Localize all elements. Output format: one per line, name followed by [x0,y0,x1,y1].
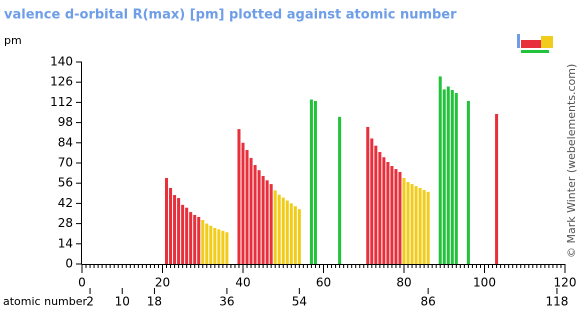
bar [209,225,213,264]
bar [173,195,177,264]
bar [193,214,197,264]
period-tick-label: 54 [292,295,307,309]
bar [213,227,217,264]
bar [495,113,499,264]
bar [277,194,281,264]
y-tick-label: 126 [50,75,73,89]
bar [289,203,293,264]
bar [309,99,313,264]
bar [410,184,414,264]
bar [454,93,458,265]
x-tick-label: 60 [316,276,331,290]
y-tick-label: 70 [58,156,73,170]
bar [426,191,430,264]
bar [217,229,221,264]
bar [265,180,269,264]
bar [281,197,285,264]
x-tick-label: 0 [78,276,86,290]
x-tick-label: 120 [554,276,577,290]
chart-title: valence d-orbital R(max) [pm] plotted ag… [4,8,457,23]
period-tick-label: 2 [86,295,94,309]
bar [450,89,454,265]
bar [466,100,470,264]
x-tick-label: 100 [473,276,496,290]
bar [197,216,201,264]
y-tick-label: 28 [58,216,73,230]
bar [181,204,185,264]
bar [285,200,289,264]
y-tick-label: 14 [58,236,73,250]
bar [386,161,390,264]
bar [169,187,173,264]
y-axis-label: pm [4,34,22,47]
bar [273,190,277,264]
bar [201,219,205,264]
bar [382,157,386,264]
periodic-table-icon [517,34,553,53]
bar [446,86,450,265]
period-tick-label: 18 [147,295,162,309]
bar [241,142,245,264]
bar [189,212,193,264]
bar [374,145,378,264]
bar [185,207,189,264]
bar [406,182,410,264]
bar [394,169,398,264]
period-tick-label: 36 [219,295,234,309]
bar [422,189,426,264]
y-tick-label: 84 [58,135,73,149]
bar [313,100,317,264]
y-tick-label: 112 [50,95,73,109]
y-tick-label: 140 [50,55,73,69]
bar [253,165,257,264]
bar [418,187,422,264]
bar [370,138,374,264]
bar [257,170,261,264]
period-tick-label: 86 [421,295,436,309]
bar [165,178,169,264]
bar [390,166,394,264]
x-tick-label: 80 [396,276,411,290]
bar [442,89,446,265]
x-tick-label: 40 [235,276,250,290]
bar [338,116,342,264]
bar [402,178,406,264]
bar [378,152,382,264]
x-axis-label: atomic number [3,295,88,308]
bar [249,157,253,264]
period-tick-label: 10 [115,295,130,309]
bar [237,129,241,264]
bar [205,223,209,264]
x-tick-label: 20 [155,276,170,290]
bar [245,150,249,264]
bar [293,206,297,264]
bar [177,198,181,264]
y-tick-label: 98 [58,115,73,129]
bar [366,126,370,264]
bar [398,171,402,264]
bar [297,209,301,264]
bar [261,175,265,264]
credit: © Mark Winter (webelements.com) [565,64,578,258]
bar [269,184,273,264]
y-tick-label: 42 [58,196,73,210]
y-tick-label: 56 [58,176,73,190]
y-tick-label: 0 [65,257,73,271]
bar [221,230,225,264]
bar [225,232,229,264]
period-tick-label: 118 [545,295,568,309]
bar [438,76,442,264]
bar [414,186,418,264]
